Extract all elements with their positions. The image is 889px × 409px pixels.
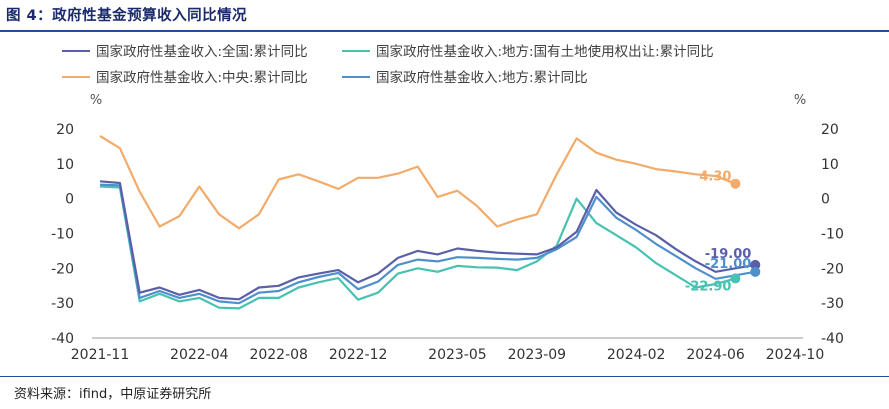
end-point-marker-2 [730, 273, 741, 284]
legend-swatch-land-sales [342, 50, 370, 52]
x-tick-label: 2024-06 [686, 347, 745, 363]
y-tick-label-right: -30 [821, 296, 844, 312]
x-tick-label: 2023-09 [508, 347, 567, 363]
x-tick-label: 2021-11 [71, 347, 130, 363]
y-tick-label-right: 0 [821, 192, 830, 208]
figure-title: 图 4：政府性基金预算收入同比情况 [6, 8, 248, 24]
y-tick-label-left: 10 [56, 157, 74, 173]
y-tick-label-right: -10 [821, 227, 844, 243]
y-tick-label-right: -20 [821, 261, 844, 277]
legend-swatch-national [62, 50, 90, 52]
y-tick-label-left: -20 [51, 261, 74, 277]
x-tick-label: 2024-02 [607, 347, 666, 363]
legend-label-national: 国家政府性基金收入:全国:累计同比 [96, 44, 308, 60]
end-value-label: -21.00 [705, 257, 752, 272]
x-tick-label: 2022-08 [249, 347, 308, 363]
bottom-rule [0, 376, 889, 377]
series-line-3 [99, 183, 756, 305]
end-value-label: -19.00 [705, 247, 752, 262]
legend-item-land-sales: 国家政府性基金收入:地方:国有土地使用权出让:累计同比 [342, 40, 714, 60]
end-value-label: -22.90 [685, 279, 732, 294]
end-point-marker-3 [750, 266, 761, 277]
left-axis-unit: % [90, 93, 102, 108]
y-tick-label-right: 20 [821, 122, 839, 138]
x-tick-label: 2023-05 [428, 347, 487, 363]
y-tick-label-left: -40 [51, 331, 74, 347]
y-tick-label-left: -10 [51, 227, 74, 243]
legend-item-national: 国家政府性基金收入:全国:累计同比 [62, 40, 308, 60]
legend-label-land-sales: 国家政府性基金收入:地方:国有土地使用权出让:累计同比 [376, 44, 714, 60]
end-point-marker-1 [730, 178, 741, 189]
legend-label-local: 国家政府性基金收入:地方:累计同比 [376, 70, 588, 86]
x-tick-label: 2022-12 [329, 347, 388, 363]
right-axis-unit: % [794, 93, 806, 108]
end-value-label: 4.30 [699, 170, 731, 185]
y-tick-label-right: 10 [821, 157, 839, 173]
y-tick-label-left: -30 [51, 296, 74, 312]
x-tick-label: 2022-04 [170, 347, 229, 363]
legend-swatch-central [62, 76, 90, 78]
y-tick-label-left: 20 [56, 122, 74, 138]
legend-item-local: 国家政府性基金收入:地方:累计同比 [342, 66, 588, 86]
series-line-2 [99, 185, 736, 310]
series-line-1 [99, 135, 736, 230]
y-tick-label-left: 0 [65, 192, 74, 208]
legend-label-central: 国家政府性基金收入:中央:累计同比 [96, 70, 308, 86]
y-tick-label-right: -40 [821, 331, 844, 347]
legend-swatch-local [342, 76, 370, 78]
top-rule [0, 30, 889, 32]
source-note: 资料来源：ifind，中原证券研究所 [14, 387, 212, 402]
x-tick-label: 2024-10 [766, 347, 825, 363]
end-point-marker-0 [750, 259, 761, 270]
legend-item-central: 国家政府性基金收入:中央:累计同比 [62, 66, 308, 86]
series-line-0 [99, 180, 756, 301]
